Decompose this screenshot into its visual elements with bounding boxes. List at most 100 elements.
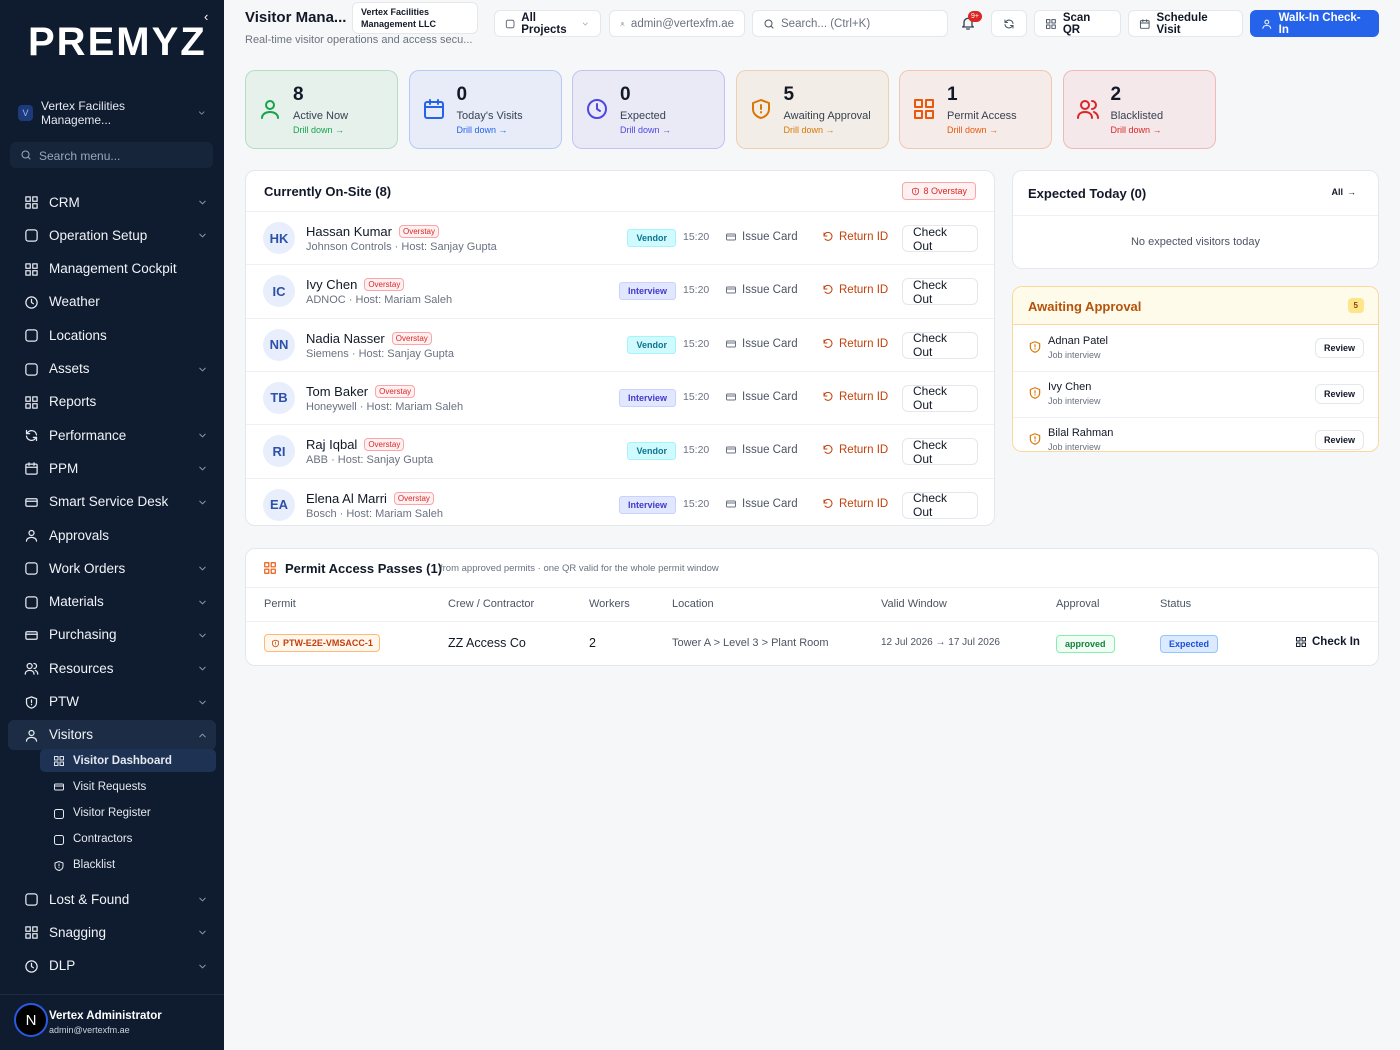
stat-label: Permit Access — [947, 110, 1017, 122]
check-out-button[interactable]: Check Out — [902, 491, 978, 519]
issue-card-button[interactable]: Issue Card — [725, 231, 798, 243]
stat-link[interactable]: Drill down → — [293, 125, 345, 135]
stat-link[interactable]: Drill down → — [456, 125, 508, 135]
stat-card[interactable]: 8 Active Now Drill down → — [245, 70, 398, 149]
issue-card-button[interactable]: Issue Card — [725, 444, 798, 456]
check-out-button[interactable]: Check Out — [902, 278, 978, 306]
refresh-button[interactable] — [991, 10, 1027, 37]
return-id-button[interactable]: Return ID — [822, 284, 888, 296]
menu-item[interactable]: Operation Setup — [8, 220, 216, 250]
return-icon — [823, 231, 833, 241]
menu-item[interactable]: Lost & Found — [8, 884, 216, 914]
menu-item[interactable]: Weather — [8, 287, 216, 317]
menu-item[interactable]: Assets — [8, 354, 216, 384]
schedule-visit-button[interactable]: Schedule Visit — [1128, 10, 1243, 37]
permit-note: from approved permits · one QR valid for… — [440, 563, 719, 574]
menu-item[interactable]: Performance — [8, 420, 216, 450]
return-id-button[interactable]: Return ID — [822, 231, 888, 243]
menu-item[interactable]: Snagging — [8, 917, 216, 947]
stat-link[interactable]: Drill down → — [1110, 125, 1162, 135]
projects-filter[interactable]: All Projects — [494, 10, 601, 37]
stat-link[interactable]: Drill down → — [783, 125, 835, 135]
menu-item[interactable]: Visitors — [8, 719, 216, 750]
shield-icon — [1029, 387, 1041, 400]
menu-item[interactable]: DLP — [8, 951, 216, 981]
user-profile[interactable]: N Vertex Administrator admin@vertexfm.ae — [0, 994, 224, 1050]
collapse-button[interactable]: ‹ — [204, 9, 209, 24]
return-id-button[interactable]: Return ID — [822, 444, 888, 456]
check-in-time: 15:20 — [683, 337, 710, 350]
issue-card-label: Issue Card — [742, 337, 798, 350]
submenu-icon — [54, 834, 64, 845]
menu-label: Locations — [49, 327, 107, 343]
issue-card-button[interactable]: Issue Card — [725, 338, 798, 350]
sidebar: ‹ PREMYZ V Vertex Facilities Manageme... Se… — [0, 0, 224, 1050]
stat-card[interactable]: 0 Today's Visits Drill down → — [408, 70, 562, 149]
stat-value: 0 — [620, 84, 631, 105]
issue-card-button[interactable]: Issue Card — [725, 284, 798, 296]
notifications[interactable]: 9+ — [960, 11, 982, 35]
approval-name: Ivy Chen — [1048, 381, 1092, 394]
stat-card[interactable]: 0 Expected Drill down → — [572, 70, 725, 149]
menu-item[interactable]: PPM — [8, 453, 216, 483]
menu-item[interactable]: PTW — [8, 687, 216, 717]
arrow: → — [1347, 187, 1356, 197]
visitor-name: Tom Baker — [306, 383, 369, 399]
expected-all-link[interactable]: All → — [1331, 187, 1356, 197]
walkin-button[interactable]: Walk-In Check-In — [1250, 10, 1379, 37]
menu-item[interactable]: Work Orders — [8, 553, 216, 583]
stat-icon — [587, 99, 607, 119]
stat-card[interactable]: 1 Permit Access Drill down → — [899, 70, 1052, 149]
issue-card-button[interactable]: Issue Card — [725, 498, 798, 510]
menu-item[interactable]: Resources — [8, 653, 216, 683]
visitor-initials: EA — [263, 488, 295, 521]
check-out-button[interactable]: Check Out — [902, 225, 978, 253]
global-search[interactable]: Search... (Ctrl+K) — [752, 10, 948, 37]
menu-item[interactable]: Reports — [8, 387, 216, 417]
menu-item[interactable]: Locations — [8, 320, 216, 350]
submenu-item[interactable]: Visit Requests — [40, 775, 216, 798]
visitor-initials: NN — [263, 328, 295, 361]
menu-item[interactable]: Materials — [8, 587, 216, 617]
stat-card[interactable]: 5 Awaiting Approval Drill down → — [735, 70, 889, 149]
menu-item[interactable]: Smart Service Desk — [8, 487, 216, 517]
visitor-name: Ivy Chen — [306, 277, 358, 293]
stat-link[interactable]: Drill down → — [947, 125, 999, 135]
review-button[interactable]: Review — [1314, 429, 1364, 450]
scan-qr-button[interactable]: Scan QR — [1034, 10, 1121, 37]
review-button[interactable]: Review — [1314, 384, 1364, 405]
submenu-item[interactable]: Blacklist — [40, 854, 216, 877]
return-id-label: Return ID — [839, 337, 889, 350]
menu-label: Purchasing — [49, 627, 117, 643]
org-switcher[interactable]: V Vertex Facilities Manageme... — [10, 98, 214, 128]
visitor-type: Interview — [618, 388, 676, 407]
visitor-name-line: Tom Baker Overstay — [306, 383, 416, 399]
stat-link[interactable]: Drill down → — [620, 125, 672, 135]
menu-item[interactable]: Approvals — [8, 520, 216, 550]
submenu-item[interactable]: Visitor Dashboard — [40, 749, 216, 773]
overstay-tag: Overstay — [398, 225, 439, 238]
menu-item[interactable]: Purchasing — [8, 620, 216, 650]
return-id-button[interactable]: Return ID — [822, 498, 888, 510]
stat-icon — [261, 100, 279, 119]
return-id-button[interactable]: Return ID — [822, 391, 888, 403]
menu-search[interactable]: Search menu... — [10, 142, 213, 168]
menu-icon — [25, 329, 38, 342]
stat-card[interactable]: 2 Blacklisted Drill down → — [1062, 70, 1216, 149]
submenu-item[interactable]: Contractors — [40, 828, 216, 851]
return-id-button[interactable]: Return ID — [822, 338, 888, 350]
issue-card-button[interactable]: Issue Card — [725, 391, 798, 403]
refresh-button-icon — [1004, 19, 1014, 28]
account-chip[interactable]: admin@vertexfm.ae — [609, 10, 745, 37]
submenu-icon — [54, 756, 64, 767]
warning-icon — [912, 187, 920, 195]
check-out-button[interactable]: Check Out — [902, 331, 978, 359]
review-button[interactable]: Review — [1314, 338, 1364, 358]
menu-item[interactable]: Management Cockpit — [8, 254, 216, 284]
check-in-button[interactable]: Check In — [1295, 636, 1360, 648]
submenu-item[interactable]: Visitor Register — [40, 802, 216, 825]
chevron-icon — [199, 467, 206, 471]
check-out-button[interactable]: Check Out — [902, 438, 978, 466]
menu-item[interactable]: CRM — [8, 187, 216, 217]
check-out-button[interactable]: Check Out — [902, 384, 978, 412]
